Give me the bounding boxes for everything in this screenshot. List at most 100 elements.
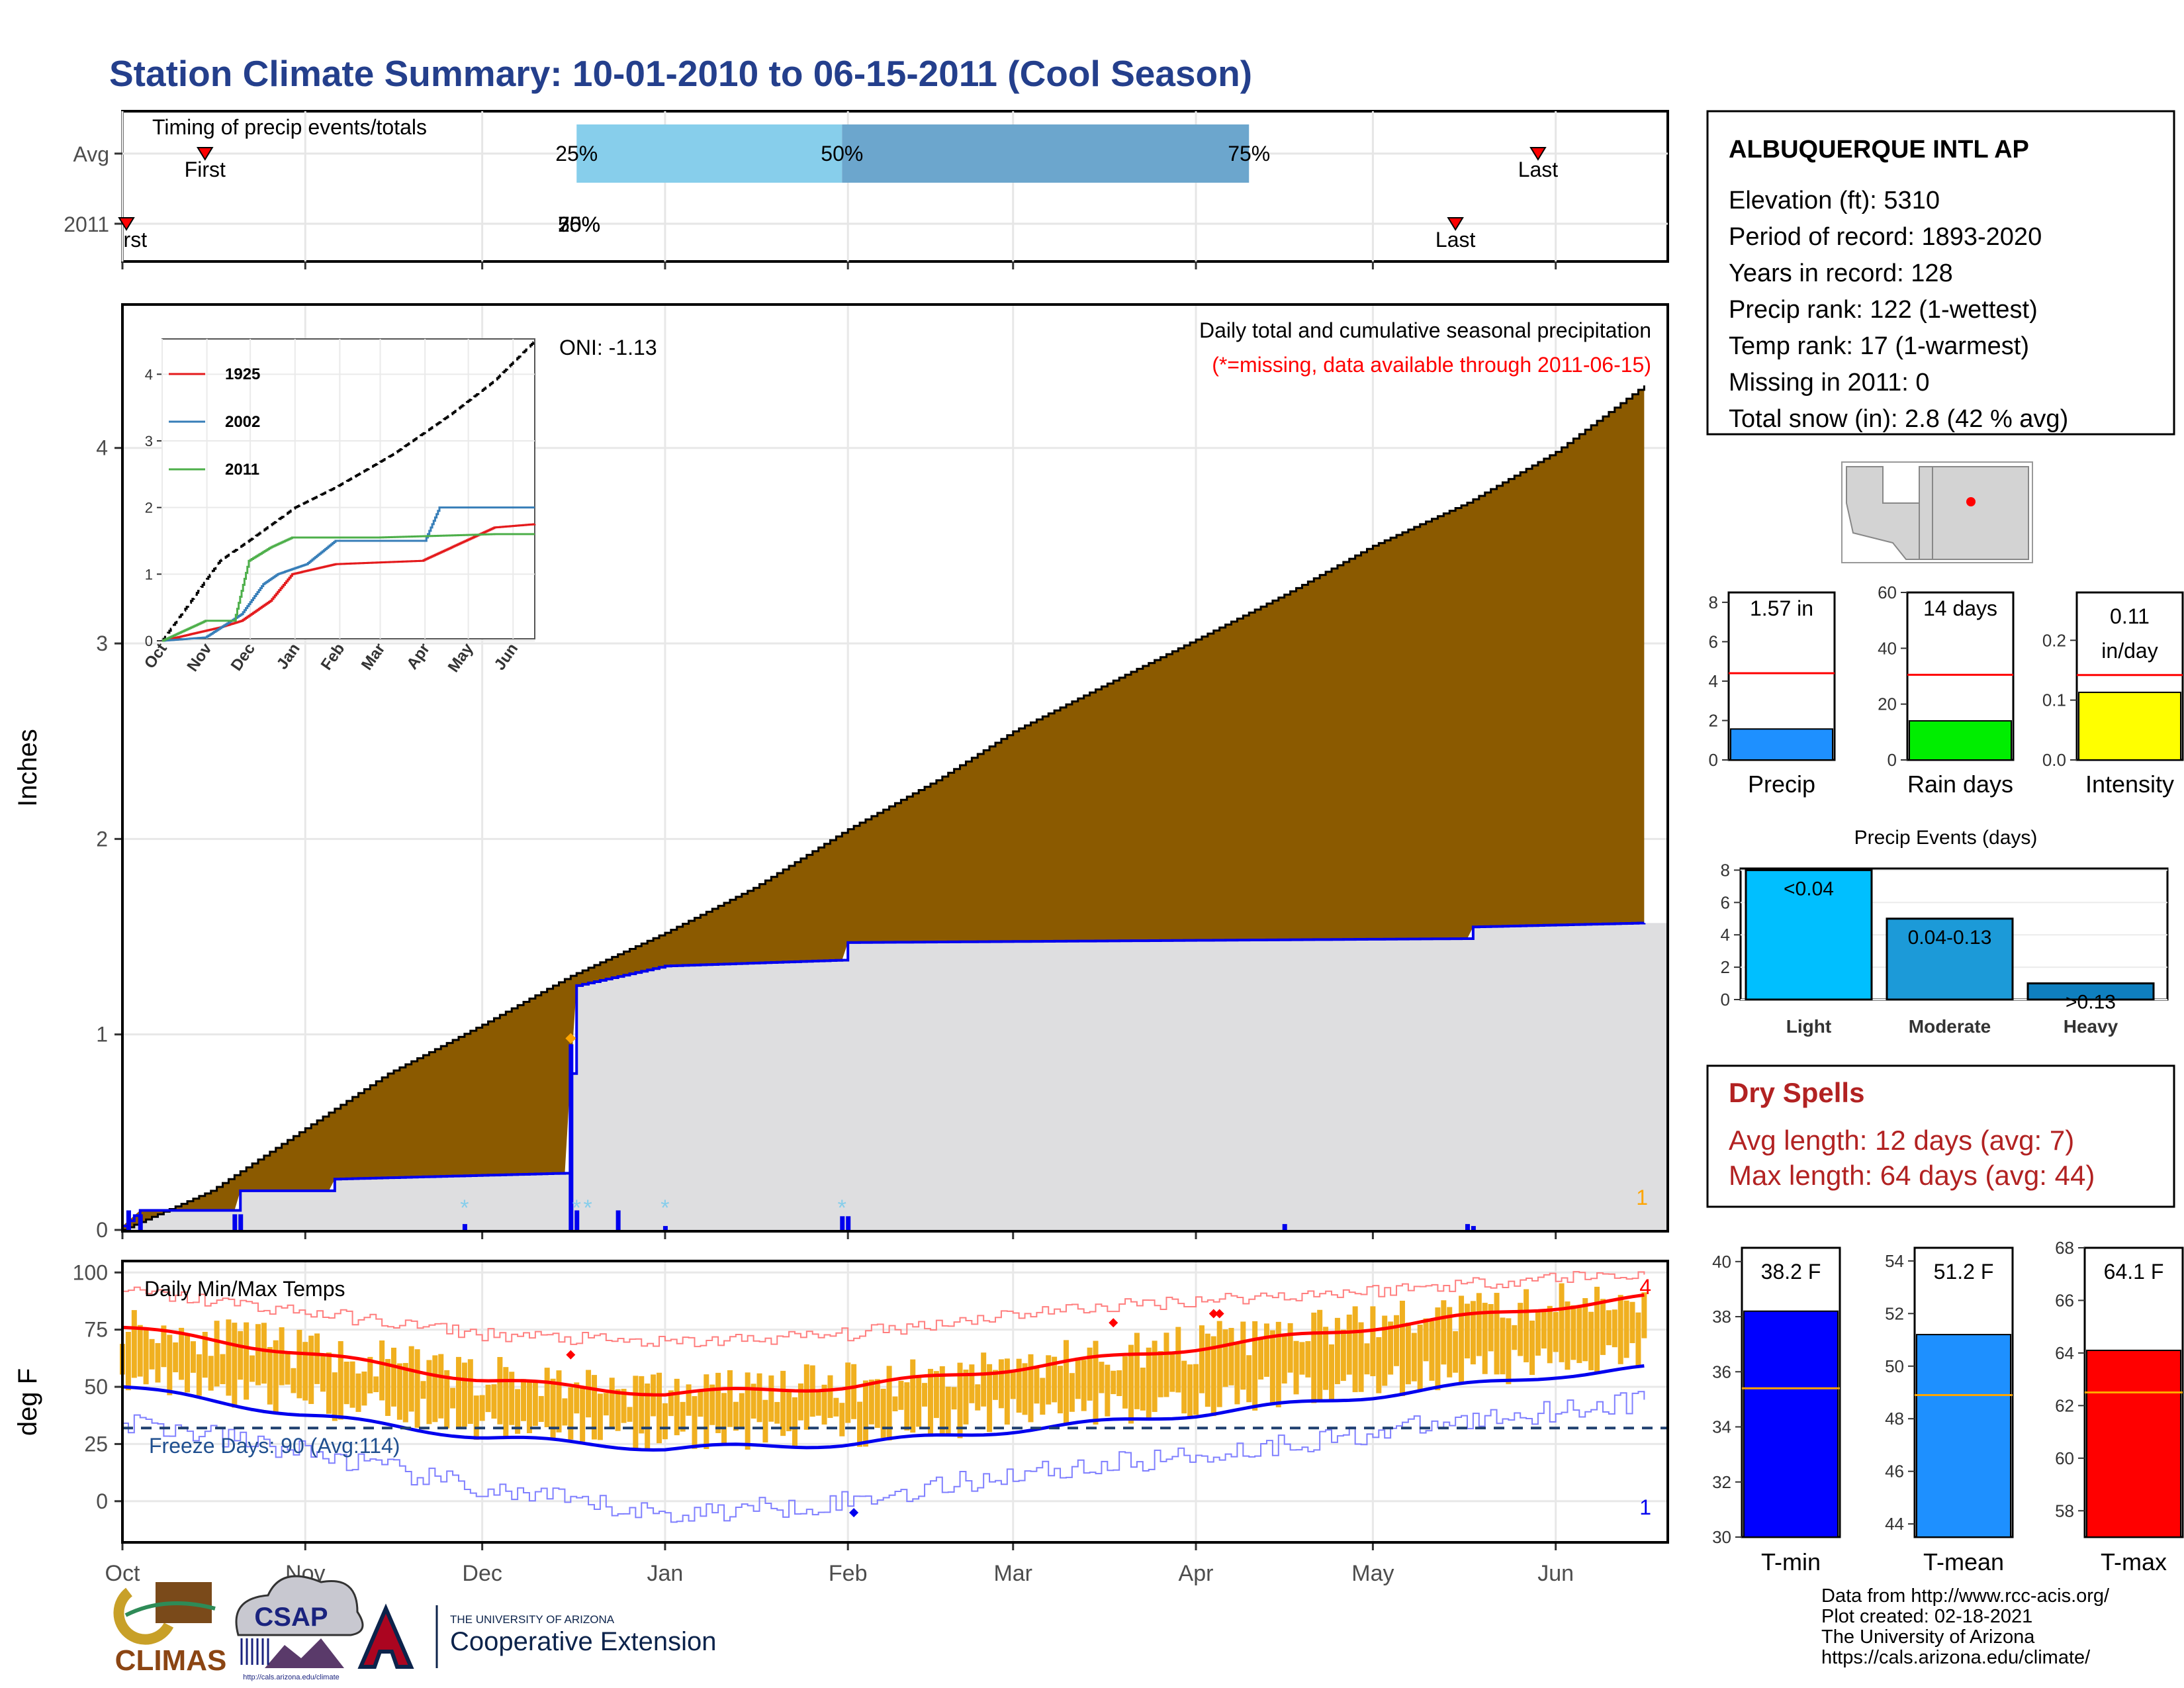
- temp-bar-tick-label: 30: [1712, 1527, 1731, 1547]
- temp-daily-bar: [220, 1354, 226, 1384]
- temp-daily-bar: [474, 1395, 479, 1440]
- station-info-line: Years in record: 128: [1729, 259, 1953, 287]
- temp-daily-bar: [1535, 1311, 1541, 1356]
- temp-daily-bar: [1140, 1368, 1146, 1411]
- temp-daily-bar: [132, 1310, 137, 1378]
- temp-daily-bar: [1093, 1341, 1099, 1425]
- events-title: Precip Events (days): [1854, 827, 2038, 849]
- temp-daily-bar: [827, 1376, 833, 1418]
- temp-daily-bar: [963, 1370, 968, 1425]
- temp-daily-bar: [733, 1402, 739, 1431]
- temp-daily-bar: [1246, 1355, 1251, 1402]
- station-name: ALBUQUERQUE INTL AP: [1729, 136, 2029, 164]
- timing-title: Timing of precip events/totals: [152, 115, 427, 139]
- temp-bar-tick-label: 66: [2055, 1290, 2074, 1310]
- temp-daily-bar: [409, 1346, 414, 1412]
- temp-daily-bar: [403, 1363, 408, 1423]
- temp-daily-bar: [1270, 1331, 1275, 1403]
- temp-daily-bar: [1028, 1354, 1033, 1423]
- temp-daily-bar: [1329, 1344, 1334, 1399]
- temp-daily-bar: [426, 1360, 432, 1425]
- temp-daily-bar: [1040, 1378, 1045, 1415]
- temp-daily-bar: [975, 1384, 980, 1410]
- timing-p75-label: 75%: [1228, 142, 1270, 165]
- temp-daily-bar: [857, 1402, 862, 1447]
- temp-daily-bar: [1424, 1319, 1429, 1362]
- temp-daily-bar: [898, 1381, 903, 1410]
- temp-daily-bar: [1606, 1310, 1612, 1345]
- mini-bar-tick-label: 0.0: [2042, 750, 2066, 770]
- mini-bar-tick-label: 40: [1878, 638, 1897, 658]
- temp-daily-bar: [1500, 1317, 1505, 1374]
- timing-row-label: Avg: [73, 142, 109, 166]
- inset-legend-label: 2002: [225, 413, 260, 431]
- temp-daily-bar: [1169, 1352, 1175, 1392]
- precip-corner-count: 1: [1636, 1186, 1648, 1209]
- temp-daily-bar: [1317, 1310, 1322, 1403]
- timing-p50-label: 50%: [821, 142, 863, 165]
- temp-daily-bar: [1641, 1292, 1647, 1338]
- temp-daily-bar: [302, 1342, 308, 1400]
- temp-daily-bar: [715, 1373, 721, 1433]
- mini-bar-tick-label: 60: [1878, 583, 1897, 602]
- temp-daily-bar: [774, 1402, 780, 1424]
- temp-daily-bar: [1158, 1351, 1163, 1397]
- events-tick-label: 2: [1721, 957, 1730, 977]
- temp-y-tick-label: 100: [73, 1260, 108, 1284]
- temp-daily-bar: [1228, 1328, 1234, 1385]
- timing-avg-q1-bar: [576, 124, 842, 183]
- temp-daily-bar: [798, 1383, 803, 1421]
- station-info-line: Temp rank: 17 (1-warmest): [1729, 332, 2029, 360]
- csap-logo-text: CSAP: [254, 1603, 328, 1632]
- timing-2011-p75-label: 75%: [558, 212, 600, 236]
- temp-daily-bar: [179, 1328, 184, 1380]
- temp-daily-bar: [592, 1375, 597, 1439]
- temp-daily-bar: [1430, 1321, 1435, 1381]
- temp-daily-bar: [462, 1362, 467, 1427]
- temp-daily-bar: [610, 1378, 615, 1429]
- temp-daily-bar: [1541, 1311, 1547, 1348]
- temp-daily-bar: [916, 1376, 921, 1427]
- temp-daily-bar: [845, 1362, 850, 1423]
- temp-daily-bar: [627, 1407, 632, 1421]
- month-tick-label: Apr: [1179, 1561, 1214, 1586]
- temp-daily-bar: [1187, 1364, 1193, 1416]
- temp-daily-bar: [762, 1400, 768, 1442]
- dry-spells-max-length: Max length: 64 days (avg: 44): [1729, 1160, 2095, 1191]
- events-tick-label: 8: [1721, 860, 1730, 880]
- temp-daily-bar: [185, 1333, 190, 1392]
- temp-daily-bar: [662, 1403, 668, 1439]
- inset-legend-label: 2011: [225, 461, 259, 479]
- temp-daily-bar: [1441, 1300, 1446, 1364]
- events-bar-label: <0.04: [1784, 878, 1834, 900]
- timing-2011-last-label: Last: [1435, 228, 1476, 252]
- mini-bar-value-label: 0.11: [2110, 604, 2150, 628]
- month-tick-label: Jan: [647, 1561, 684, 1586]
- temp-daily-bar: [497, 1357, 502, 1425]
- temp-daily-bar: [1412, 1333, 1417, 1382]
- temp-daily-bar: [1594, 1287, 1600, 1374]
- temp-bar-tick-label: 34: [1712, 1417, 1731, 1437]
- inset-legend-label: 1925: [225, 365, 260, 383]
- temp-daily-bar: [586, 1370, 591, 1417]
- temp-daily-bar: [214, 1321, 220, 1386]
- temp-daily-bar: [527, 1381, 532, 1433]
- temp-daily-bar: [1506, 1318, 1511, 1384]
- temp-daily-bar: [1288, 1323, 1293, 1373]
- temp-daily-bar: [250, 1356, 255, 1382]
- temp-daily-bar: [1163, 1333, 1169, 1397]
- mini-bar-category-label: Precip: [1748, 771, 1815, 798]
- temp-bar-category-label: T-mean: [1923, 1548, 2004, 1575]
- temp-daily-bar: [1223, 1329, 1228, 1387]
- temp-daily-bar: [1559, 1284, 1565, 1362]
- temp-bar-value-label: 38.2 F: [1761, 1260, 1821, 1284]
- precip-daily-bar: [846, 1216, 850, 1230]
- temp-daily-bar: [816, 1389, 821, 1416]
- temp-daily-bar: [1205, 1334, 1210, 1407]
- mini-bar-category-label: Intensity: [2085, 771, 2174, 798]
- temp-daily-bar: [981, 1352, 986, 1407]
- dry-spells-avg-length: Avg length: 12 days (avg: 7): [1729, 1125, 2074, 1156]
- oni-label: ONI: -1.13: [559, 336, 657, 359]
- temp-daily-bar: [928, 1369, 933, 1436]
- temp-bar-tick-label: 48: [1885, 1409, 1904, 1429]
